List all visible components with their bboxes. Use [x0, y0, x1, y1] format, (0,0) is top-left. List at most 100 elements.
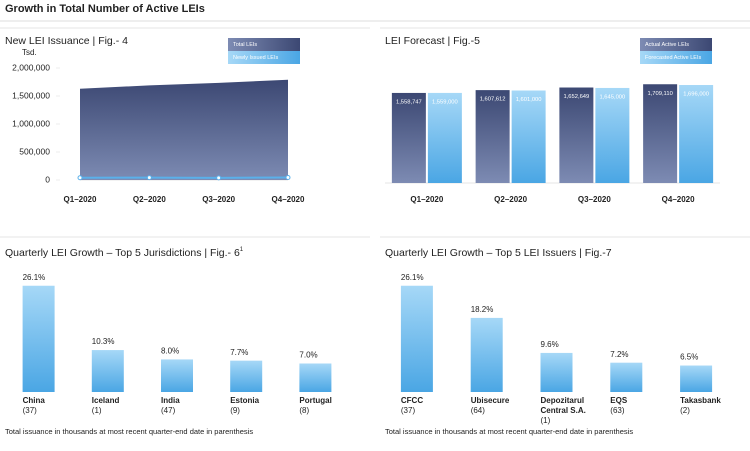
category-label: Estonia (9) — [230, 396, 302, 416]
x-tick-label: Q3–2020 — [202, 195, 235, 204]
legend-label: Forecasted Active LEIs — [645, 55, 701, 61]
category-count: (9) — [230, 406, 240, 415]
y-tick-label: 1,500,000 — [12, 90, 50, 100]
x-tick-label: Q2–2020 — [494, 195, 527, 204]
x-tick-label: Q4–2020 — [662, 195, 695, 204]
category-label: Ubisecure (64) — [471, 396, 543, 416]
value-label: 1,645,000 — [599, 94, 625, 100]
bar — [540, 352, 573, 392]
value-label: 7.0% — [299, 351, 317, 360]
area — [80, 79, 288, 180]
bar — [679, 85, 714, 183]
point — [77, 175, 83, 181]
bar — [391, 92, 426, 183]
chart-title-text: New LEI Issuance | Fig.- 4 — [5, 35, 128, 47]
footnote: Total issuance in thousands at most rece… — [385, 427, 633, 436]
bar — [91, 350, 124, 392]
category-name: China — [22, 396, 45, 405]
value-label: 10.3% — [92, 337, 115, 346]
bar — [511, 90, 546, 183]
point — [216, 175, 222, 181]
bar — [400, 285, 433, 392]
category-label: Iceland (1) — [92, 396, 164, 416]
category-label: Depozitarul Central S.A. (1) — [541, 396, 613, 426]
value-label: 8.0% — [161, 347, 179, 356]
legend-label: Total LEIs — [233, 42, 257, 48]
bar — [470, 317, 503, 392]
y-tick-label: 2,000,000 — [12, 62, 50, 72]
category-count: (63) — [610, 406, 625, 415]
category-name: EQS — [610, 396, 628, 405]
bar — [22, 285, 55, 392]
bar — [610, 362, 643, 392]
bar — [595, 87, 630, 183]
category-name: Ubisecure — [470, 396, 510, 405]
chart-title: Quarterly LEI Growth – Top 5 LEI Issuers… — [385, 247, 612, 259]
category-count: (37) — [22, 406, 37, 415]
y-tick-label: 0 — [45, 174, 50, 184]
point — [146, 175, 152, 181]
value-label: 1,696,000 — [683, 92, 709, 98]
value-label: 1,558,747 — [396, 99, 422, 105]
chart-title: LEI Forecast | Fig.-5 — [385, 35, 480, 47]
category-label: EQS (63) — [610, 396, 682, 416]
point — [285, 174, 291, 180]
category-name: CFCC — [400, 396, 424, 405]
y-tick-label: 500,000 — [19, 146, 50, 156]
category-label: China (37) — [23, 396, 95, 416]
category-name: Estonia — [230, 396, 260, 405]
title-superscript: 1 — [240, 247, 244, 253]
bar — [559, 87, 594, 183]
legend-swatch — [228, 51, 300, 64]
bar — [230, 360, 263, 392]
value-label: 1,607,612 — [480, 97, 506, 103]
page-title: Growth in Total Number of Active LEIs — [5, 3, 205, 15]
x-tick-label: Q1–2020 — [64, 195, 97, 204]
category-count: (1) — [540, 416, 551, 425]
bar — [643, 84, 678, 183]
y-axis-label: Tsd. — [22, 48, 37, 57]
chart-title: Quarterly LEI Growth – Top 5 Jurisdictio… — [5, 247, 244, 259]
value-label: 6.5% — [680, 353, 698, 362]
legend-label: Newly Issued LEIs — [233, 55, 278, 61]
footnote: Total issuance in thousands at most rece… — [5, 427, 253, 436]
category-label: India (47) — [161, 396, 233, 416]
value-label: 1,709,110 — [647, 91, 672, 97]
y-tick-label: 1,000,000 — [12, 118, 50, 128]
category-name: India — [161, 396, 180, 405]
category-name: Iceland — [91, 396, 120, 405]
category-label: Portugal (8) — [299, 396, 371, 416]
chart-title: New LEI Issuance | Fig.- 4 — [5, 35, 128, 47]
category-count: (2) — [680, 406, 690, 415]
bar — [427, 92, 462, 183]
legend-swatch — [640, 51, 712, 64]
chart-title-text: Quarterly LEI Growth – Top 5 Jurisdictio… — [5, 247, 240, 259]
category-label: Takasbank (2) — [680, 396, 750, 416]
value-label: 9.6% — [541, 340, 559, 349]
x-tick-label: Q1–2020 — [410, 195, 443, 204]
value-label: 26.1% — [23, 273, 46, 282]
category-count: (1) — [91, 406, 102, 415]
value-label: 1,601,000 — [516, 97, 542, 103]
bar — [475, 90, 510, 183]
value-label: 1,559,000 — [432, 99, 458, 105]
legend-swatch — [640, 38, 712, 51]
category-name: Portugal — [299, 396, 332, 405]
value-label: 26.1% — [401, 273, 424, 282]
category-name: Depozitarul Central S.A. — [540, 396, 586, 415]
category-name: Takasbank — [680, 396, 721, 405]
legend-swatch — [228, 38, 300, 51]
x-tick-label: Q4–2020 — [272, 195, 305, 204]
value-label: 7.7% — [230, 348, 248, 357]
value-label: 18.2% — [471, 305, 494, 314]
category-count: (47) — [161, 406, 176, 415]
chart-title-text: Quarterly LEI Growth – Top 5 LEI Issuers… — [385, 247, 612, 259]
category-count: (37) — [400, 406, 416, 415]
x-tick-label: Q2–2020 — [133, 195, 166, 204]
value-label: 1,652,649 — [563, 94, 589, 100]
category-label: CFCC (37) — [401, 396, 473, 416]
bar — [161, 359, 193, 392]
chart-title-text: LEI Forecast | Fig.-5 — [385, 35, 480, 47]
